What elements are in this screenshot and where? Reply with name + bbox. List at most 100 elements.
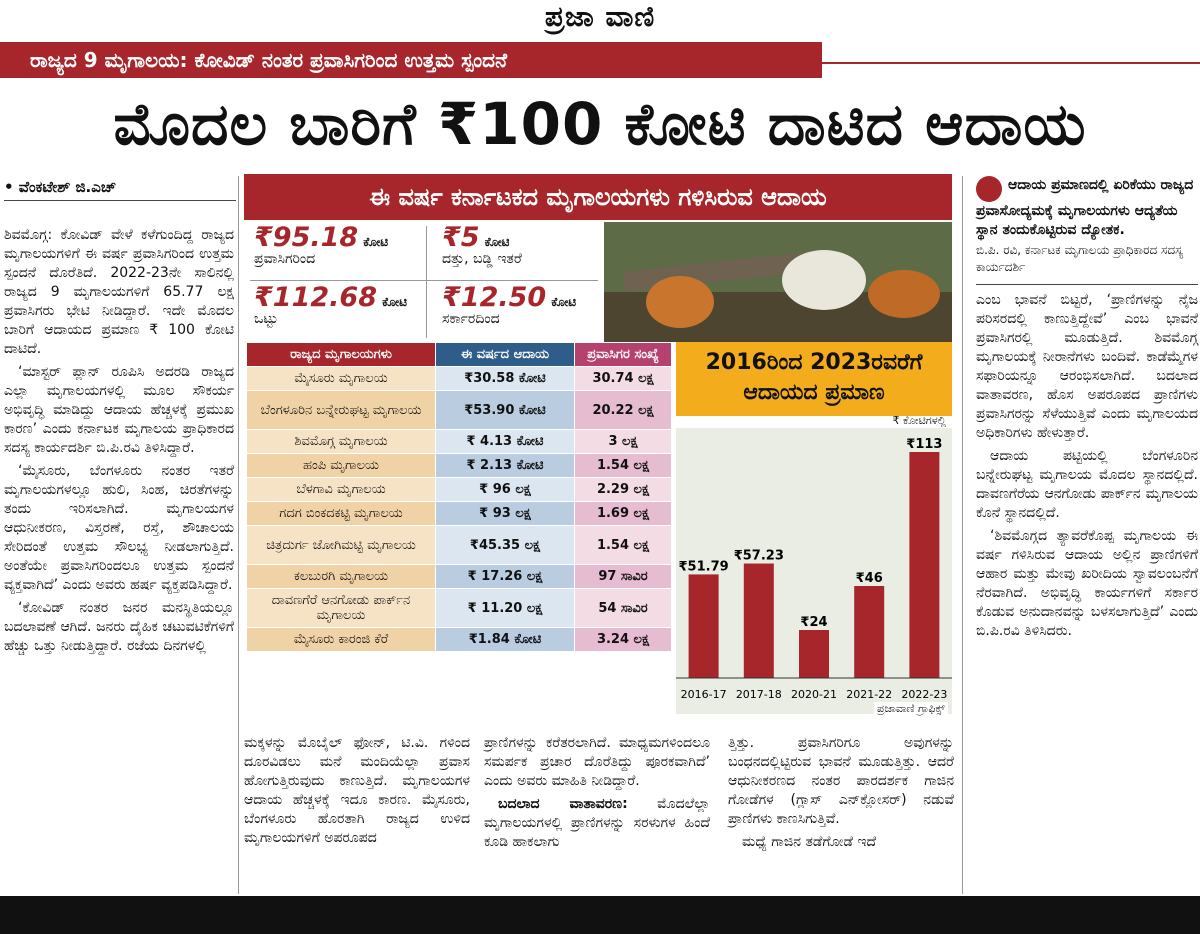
chart-bar	[854, 586, 885, 678]
table-row: ಕಲಬುರಗಿ ಮೃಗಾಲಯ ₹ 17.26 ಲಕ್ಷ 97 ಸಾವಿರ	[246, 564, 672, 589]
table-cell: 20.22 ಲಕ್ಷ	[574, 390, 672, 430]
chart-tick-label: 2016-17	[681, 688, 727, 701]
table-row: ಶಿವಮೊಗ್ಗ ಮೃಗಾಲಯ ₹ 4.13 ಕೋಟಿ 3 ಲಕ್ಷ	[246, 429, 672, 454]
newspaper-logo: ಪ್ರಜಾ ವಾಣಿ	[544, 0, 656, 33]
table-row: ದಾವಣಗೆರೆ ಆನಗೋಡು ಪಾರ್ಕ್‌ನ ಮೃಗಾಲಯ ₹ 11.20 ಲ…	[246, 588, 672, 628]
table-cell: 3.24 ಲಕ್ಷ	[574, 627, 672, 652]
table-row: ಗದಗ ಬಿಂಕದಕಟ್ಟಿ ಮೃಗಾಲಯ ₹ 93 ಲಕ್ಷ 1.69 ಲಕ್ಷ	[246, 501, 672, 526]
table-cell: ₹53.90 ಕೋಟಿ	[435, 390, 575, 430]
graphic-title: ಈ ವರ್ಷ ಕರ್ನಾಟಕದ ಮೃಗಾಲಯಗಳು ಗಳಿಸಿರುವ ಆದಾಯ	[244, 174, 952, 220]
stat-adoption: ₹5 ಕೋಟಿ ದತ್ತು, ಬಡ್ಡಿ ಇತರೆ	[442, 222, 522, 267]
table-header: ಈ ವರ್ಷದ ಆದಾಯ	[435, 342, 575, 367]
table-cell: ₹ 11.20 ಲಕ್ಷ	[435, 588, 575, 628]
table-row: ಮೈಸೂರು ಮೃಗಾಲಯ ₹30.58 ಕೋಟಿ 30.74 ಲಕ್ಷ	[246, 366, 672, 391]
graphic-credit: ಪ್ರಜಾವಾಣಿ ಗ್ರಾಫಿಕ್ಸ್	[874, 702, 948, 716]
bottom-paragraph: ಮಕ್ಕಳನ್ನು ಮೊಬೈಲ್ ಫೋನ್, ಟಿ.ವಿ. ಗಳಿಂದ ದೂರವ…	[244, 735, 470, 846]
table-cell: 3 ಲಕ್ಷ	[574, 429, 672, 454]
revenue-chart: 2016ರಿಂದ 2023ರವರೆಗೆ ಆದಾಯದ ಪ್ರಮಾಣ ₹ ಕೋಟಿಗ…	[676, 342, 952, 716]
chart-value-label: ₹24	[800, 615, 827, 630]
table-cell: 1.69 ಲಕ್ಷ	[574, 501, 672, 526]
table-cell: ₹30.58 ಕೋಟಿ	[435, 366, 575, 391]
table-cell: ಕಲಬುರಗಿ ಮೃಗಾಲಯ	[246, 564, 436, 589]
left-paragraph: ‘ಮೈಸೂರು, ಬೆಂಗಳೂರು ನಂತರ ಇತರೆ ಮೃಗಾಲಯಗಳಲ್ಲೂ…	[4, 463, 234, 593]
masthead: ಪ್ರಜಾ ವಾಣಿ	[0, 0, 1200, 40]
table-cell: ₹ 17.26 ಲಕ್ಷ	[435, 564, 575, 589]
kicker-bar: ರಾಜ್ಯದ 9 ಮೃಗಾಲಯ: ಕೋವಿಡ್ ನಂತರ ಪ್ರವಾಸಿಗರಿಂ…	[0, 42, 822, 78]
table-header: ಪ್ರವಾಸಿಗರ ಸಂಖ್ಯೆ	[574, 342, 672, 367]
chart-value-label: ₹51.79	[679, 559, 729, 574]
quote-icon	[976, 176, 1002, 202]
table-cell: ಮೈಸೂರು ಮೃಗಾಲಯ	[246, 366, 436, 391]
table-cell: ಬೆಳಗಾವಿ ಮೃಗಾಲಯ	[246, 477, 436, 502]
table-cell: ₹ 4.13 ಕೋಟಿ	[435, 429, 575, 454]
column-rule	[238, 176, 239, 894]
chart-plot: ₹51.79 2016-17 ₹57.23 2017-18 ₹24 2020-21 ₹46 2…	[676, 428, 952, 714]
chart-title: 2016ರಿಂದ 2023ರವರೆಗೆ ಆದಾಯದ ಪ್ರಮಾಣ	[676, 342, 952, 416]
tiger-photo	[604, 222, 952, 342]
stat-tourists: ₹95.18 ಕೋಟಿ ಪ್ರವಾಸಿಗರಿಂದ	[254, 222, 389, 267]
byline: • ವೆಂಕಟೇಶ್ ಜಿ.ಎಚ್	[4, 178, 116, 196]
pull-quote: ಆದಾಯ ಪ್ರಮಾಣದಲ್ಲಿ ಏರಿಕೆಯು ರಾಜ್ಯದ ಪ್ರವಾಸೋದ…	[976, 176, 1194, 238]
bottom-column-1: ಮಕ್ಕಳನ್ನು ಮೊಬೈಲ್ ಫೋನ್, ಟಿ.ವಿ. ಗಳಿಂದ ದೂರವ…	[244, 734, 470, 852]
chart-tick-label: 2017-18	[736, 688, 782, 701]
right-paragraph: ಎಂಬ ಭಾವನೆ ಬಿಟ್ಟರೆ, ‘ಪ್ರಾಣಿಗಳನ್ನು ನೈಜ ಪರಿ…	[976, 292, 1198, 441]
stat-government: ₹12.50 ಕೋಟಿ ಸರ್ಕಾರದಿಂದ	[442, 282, 577, 327]
stats-divider	[426, 226, 427, 338]
table-cell: ಗದಗ ಬಿಂಕದಕಟ್ಟಿ ಮೃಗಾಲಯ	[246, 501, 436, 526]
table-cell: ₹ 93 ಲಕ್ಷ	[435, 501, 575, 526]
table-cell: 30.74 ಲಕ್ಷ	[574, 366, 672, 391]
left-column: ಶಿವಮೊಗ್ಗ: ಕೋವಿಡ್ ವೇಳೆ ಕಳೆಗುಂದಿದ್ದ ರಾಜ್ಯದ…	[4, 226, 234, 660]
bottom-paragraph: ಮಧ್ಯೆ ಗಾಜಿನ ತಡೆಗೋಡೆ ಇದೆ	[742, 834, 877, 850]
chart-bar	[909, 452, 940, 678]
table-cell: ಬೆಂಗಳೂರಿನ ಬನ್ನೇರುಘಟ್ಟ ಮೃಗಾಲಯ	[246, 390, 436, 430]
table-cell: ₹1.84 ಕೋಟಿ	[435, 627, 575, 652]
subhead: ಬದಲಾದ ವಾತಾವರಣ:	[498, 796, 628, 812]
right-paragraph: ಆದಾಯ ಪಟ್ಟಿಯಲ್ಲಿ ಬೆಂಗಳೂರಿನ ಬನ್ನೇರುಘಟ್ಟ ಮೃ…	[976, 448, 1198, 521]
quote-signature: ಬಿ.ಪಿ. ರವಿ, ಕರ್ನಾಟಕ ಮೃಗಾಲಯ ಪ್ರಾಧಿಕಾರದ ಸದ…	[976, 243, 1184, 274]
table-header: ರಾಜ್ಯದ ಮೃಗಾಲಯಗಳು	[246, 342, 436, 367]
right-body: ಎಂಬ ಭಾವನೆ ಬಿಟ್ಟರೆ, ‘ಪ್ರಾಣಿಗಳನ್ನು ನೈಜ ಪರಿ…	[976, 291, 1198, 641]
quote-rule	[976, 284, 1198, 285]
table-row: ಹಂಪಿ ಮೃಗಾಲಯ ₹ 2.13 ಕೋಟಿ 1.54 ಲಕ್ಷ	[246, 453, 672, 478]
chart-tick-label: 2021-22	[846, 688, 892, 701]
left-paragraph: ಶಿವಮೊಗ್ಗ: ಕೋವಿಡ್ ವೇಳೆ ಕಳೆಗುಂದಿದ್ದ ರಾಜ್ಯದ…	[4, 227, 234, 357]
byline-rule	[4, 200, 236, 201]
chart-bar	[688, 574, 719, 678]
table-cell: ₹ 96 ಲಕ್ಷ	[435, 477, 575, 502]
bottom-column-2: ಪ್ರಾಣಿಗಳನ್ನು ಕರೆತರಲಾಗಿದೆ. ಮಾಧ್ಯಮಗಳಿಂದಲೂ …	[484, 734, 710, 856]
table-cell: ಮೈಸೂರು ಕಾರಂಜಿ ಕೆರೆ	[246, 627, 436, 652]
chart-value-label: ₹57.23	[734, 549, 784, 564]
headline: ಮೊದಲ ಬಾರಿಗೆ ₹100 ಕೋಟಿ ದಾಟಿದ ಆದಾಯ	[113, 90, 1087, 158]
kicker-rule	[822, 62, 1200, 64]
table-cell: ಶಿವಮೊಗ್ಗ ಮೃಗಾಲಯ	[246, 429, 436, 454]
stats-block: ₹95.18 ಕೋಟಿ ಪ್ರವಾಸಿಗರಿಂದ ₹5 ಕೋಟಿ ದತ್ತು, …	[246, 222, 602, 342]
left-paragraph: ‘ಕೋವಿಡ್ ನಂತರ ಜನರ ಮನಸ್ಥಿತಿಯಲ್ಲೂ ಬದಲಾವಣೆ ಆ…	[4, 600, 234, 654]
chart-value-label: ₹46	[856, 571, 883, 586]
table-cell: ಚಿತ್ರದುರ್ಗ ಜೋಗಿಮಟ್ಟಿ ಮೃಗಾಲಯ	[246, 525, 436, 565]
chart-tick-label: 2022-23	[901, 688, 947, 701]
chart-bar	[743, 563, 774, 678]
page-bottom-band	[0, 896, 1200, 934]
bottom-paragraph: ಪ್ರಾಣಿಗಳನ್ನು ಕರೆತರಲಾಗಿದೆ. ಮಾಧ್ಯಮಗಳಿಂದಲೂ …	[484, 735, 710, 789]
left-paragraph: ‘ಮಾಸ್ಟರ್ ಪ್ಲಾನ್ ರೂಪಿಸಿ ಅದರಡಿ ರಾಜ್ಯದ ಎಲ್ಲ…	[4, 364, 234, 456]
table-cell: ದಾವಣಗೆರೆ ಆನಗೋಡು ಪಾರ್ಕ್‌ನ ಮೃಗಾಲಯ	[246, 588, 436, 628]
zoo-revenue-table: ರಾಜ್ಯದ ಮೃಗಾಲಯಗಳು ಈ ವರ್ಷದ ಆದಾಯ ಪ್ರವಾಸಿಗರ …	[246, 342, 672, 652]
table-row: ಬೆಳಗಾವಿ ಮೃಗಾಲಯ ₹ 96 ಲಕ್ಷ 2.29 ಲಕ್ಷ	[246, 477, 672, 502]
table-cell: ₹ 2.13 ಕೋಟಿ	[435, 453, 575, 478]
table-cell: ₹45.35 ಲಕ್ಷ	[435, 525, 575, 565]
table-cell: 1.54 ಲಕ್ಷ	[574, 525, 672, 565]
chart-value-label: ₹113	[906, 437, 942, 452]
right-paragraph: ‘ಶಿವಮೊಗ್ಗದ ತ್ಯಾವರೆಕೊಪ್ಪ ಮೃಗಾಲಯ ಈ ವರ್ಷ ಗಳ…	[976, 528, 1198, 639]
table-row: ಚಿತ್ರದುರ್ಗ ಜೋಗಿಮಟ್ಟಿ ಮೃಗಾಲಯ ₹45.35 ಲಕ್ಷ 1.…	[246, 525, 672, 565]
chart-bar	[799, 630, 829, 678]
right-column: ಆದಾಯ ಪ್ರಮಾಣದಲ್ಲಿ ಏರಿಕೆಯು ರಾಜ್ಯದ ಪ್ರವಾಸೋದ…	[976, 176, 1198, 645]
column-rule	[962, 176, 963, 894]
table-cell: 1.54 ಲಕ್ಷ	[574, 453, 672, 478]
table-row: ಬೆಂಗಳೂರಿನ ಬನ್ನೇರುಘಟ್ಟ ಮೃಗಾಲಯ ₹53.90 ಕೋಟಿ 2…	[246, 390, 672, 430]
table-cell: 97 ಸಾವಿರ	[574, 564, 672, 589]
table-row: ಮೈಸೂರು ಕಾರಂಜಿ ಕೆರೆ ₹1.84 ಕೋಟಿ 3.24 ಲಕ್ಷ	[246, 627, 672, 652]
bottom-paragraph: ತ್ತಿತ್ತು. ಪ್ರವಾಸಿಗರಿಗೂ ಅವುಗಳನ್ನು ಬಂಧನದಲ್…	[728, 735, 954, 827]
table-cell: 54 ಸಾವಿರ	[574, 588, 672, 628]
stat-total: ₹112.68 ಕೋಟಿ ಒಟ್ಟು	[254, 282, 407, 327]
stats-divider	[250, 280, 598, 281]
